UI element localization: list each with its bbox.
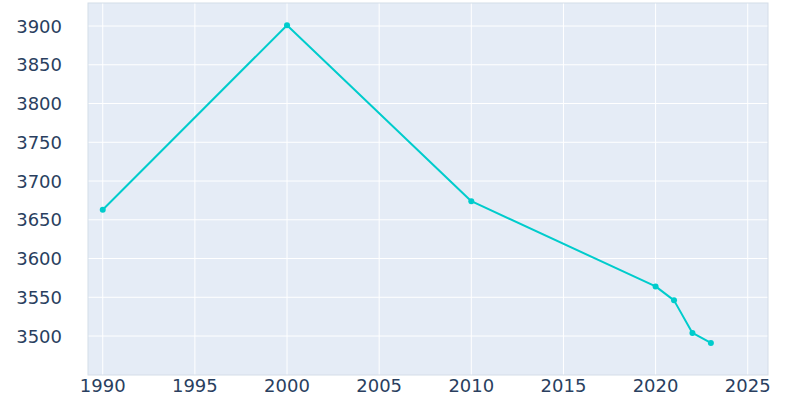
y-grid-line: [88, 258, 768, 259]
x-tick-label: 2025: [725, 375, 771, 396]
y-grid-line: [88, 142, 768, 143]
y-tick-label: 3900: [16, 16, 62, 37]
grid: [88, 3, 768, 375]
x-tick-label: 2005: [356, 375, 402, 396]
y-tick-label: 3800: [16, 93, 62, 114]
y-tick-label: 3850: [16, 54, 62, 75]
chart: 1990 1995 2000 2005 2010 2015 2020 2025 3500 3550…: [0, 0, 800, 400]
x-grid-line: [563, 3, 564, 375]
y-grid-line: [88, 64, 768, 65]
marker: [708, 340, 714, 346]
marker: [653, 283, 659, 289]
plot-frame: [88, 3, 768, 375]
y-grid-line: [88, 26, 768, 27]
x-grid-line: [471, 3, 472, 375]
y-tick-label: 3650: [16, 209, 62, 230]
chart-container: 1990 1995 2000 2005 2010 2015 2020 2025 3500 3550…: [0, 0, 800, 400]
y-grid-line: [88, 219, 768, 220]
x-tick-label: 2010: [448, 375, 494, 396]
x-grid-line: [379, 3, 380, 375]
tick-labels: 1990 1995 2000 2005 2010 2015 2020 2025 3500 3550…: [16, 16, 770, 396]
x-tick-label: 2000: [264, 375, 310, 396]
marker: [468, 198, 474, 204]
y-tick-label: 3500: [16, 326, 62, 347]
marker: [284, 22, 290, 28]
x-grid-line: [655, 3, 656, 375]
y-tick-label: 3600: [16, 248, 62, 269]
y-tick-label: 3700: [16, 171, 62, 192]
x-grid-line: [287, 3, 288, 375]
y-grid-line: [88, 181, 768, 182]
y-grid-line: [88, 297, 768, 298]
y-grid-line: [88, 103, 768, 104]
x-tick-label: 1995: [172, 375, 218, 396]
plot-background: [88, 3, 768, 375]
x-grid-line: [194, 3, 195, 375]
series: [100, 22, 714, 346]
x-tick-label: 2020: [633, 375, 679, 396]
y-tick-label: 3550: [16, 287, 62, 308]
x-tick-label: 2015: [541, 375, 587, 396]
line: [103, 25, 711, 343]
y-tick-label: 3750: [16, 132, 62, 153]
marker: [671, 297, 677, 303]
x-grid-line: [747, 3, 748, 375]
x-grid-line: [102, 3, 103, 375]
y-grid-line: [88, 336, 768, 337]
x-tick-label: 1990: [80, 375, 126, 396]
marker: [100, 207, 106, 213]
marker: [689, 330, 695, 336]
